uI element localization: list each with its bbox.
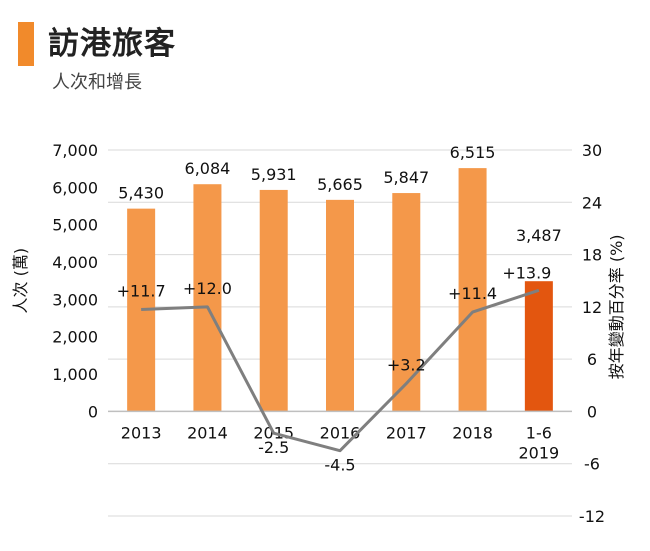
right-axis-tick: -6	[584, 455, 600, 474]
bar	[193, 184, 222, 412]
category-label: 2013	[121, 423, 162, 442]
growth-value-label: -4.5	[324, 456, 355, 475]
page-subtitle: 人次和增長	[52, 72, 142, 93]
growth-value-label: +11.7	[117, 281, 166, 300]
right-axis-tick: 30	[582, 141, 602, 160]
left-axis-tick: 5,000	[52, 216, 98, 235]
category-label: 2014	[187, 423, 228, 442]
right-axis-tick: 6	[587, 350, 597, 369]
growth-line	[141, 288, 540, 453]
bar	[392, 193, 421, 412]
left-axis-tick: 3,000	[52, 290, 98, 309]
growth-value-label: +3.2	[387, 356, 426, 375]
category-label: 2017	[386, 423, 427, 442]
bar-value-label: 5,430	[118, 184, 164, 203]
right-axis-tick: 24	[582, 193, 602, 212]
right-axis-tick: 12	[582, 298, 602, 317]
right-axis-title: 按年變動百分率 (%)	[607, 234, 626, 379]
bar	[326, 199, 354, 412]
bar	[524, 281, 553, 412]
bar-value-label: 6,084	[185, 159, 231, 178]
page-title: 訪港旅客	[48, 26, 176, 62]
category-label: 2018	[452, 423, 493, 442]
right-axis-tick: -12	[579, 507, 605, 526]
left-axis-tick: 2,000	[52, 328, 98, 347]
bar-value-label: 5,931	[251, 165, 297, 184]
right-axis-tick: 18	[582, 246, 602, 265]
left-axis-tick: 7,000	[52, 141, 98, 160]
title-accent-bar	[18, 22, 34, 66]
bar-value-label: 6,515	[450, 143, 496, 162]
growth-value-label: +11.4	[448, 284, 497, 303]
category-label: 2016	[320, 423, 361, 442]
category-label: 1-6	[526, 423, 552, 442]
left-axis-tick: 4,000	[52, 253, 98, 272]
bar-value-label: 5,665	[317, 175, 363, 194]
left-axis-tick: 1,000	[52, 365, 98, 384]
left-axis-title: 人次 (萬)	[11, 248, 30, 314]
left-axis-tick: 6,000	[52, 178, 98, 197]
bar-value-label: 5,847	[383, 168, 429, 187]
right-axis-tick: 0	[587, 402, 597, 421]
left-axis-tick: 0	[88, 402, 98, 421]
bar	[259, 189, 288, 412]
bar-value-label: 3,487	[516, 226, 562, 245]
growth-value-label: +12.0	[183, 279, 232, 298]
category-label: 2019	[518, 443, 559, 462]
bar	[458, 168, 487, 412]
growth-value-label: -2.5	[258, 438, 289, 457]
growth-value-label: +13.9	[502, 263, 551, 282]
